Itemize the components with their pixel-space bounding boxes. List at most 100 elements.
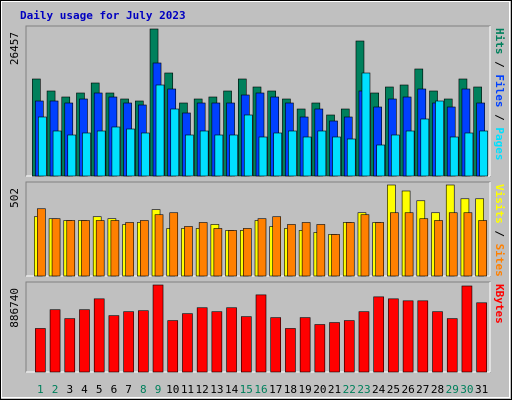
legend-entry: Pages (493, 127, 506, 160)
bar (64, 318, 76, 373)
x-tick-label: 26 (401, 383, 414, 396)
bar (214, 134, 224, 177)
bar (170, 108, 180, 177)
legend-entry: Visits (493, 184, 506, 224)
bar (345, 222, 355, 277)
bar (405, 130, 415, 177)
x-tick-label: 2 (52, 383, 59, 396)
bar (211, 311, 223, 373)
bar (258, 136, 268, 177)
x-tick-label: 18 (284, 383, 297, 396)
bar (185, 134, 194, 177)
x-tick-label: 3 (66, 383, 73, 396)
legend-separator: / (493, 224, 506, 244)
bar (138, 310, 149, 373)
legend-separator: / (493, 108, 506, 128)
bar (111, 126, 121, 177)
bar (154, 214, 164, 277)
bar (125, 222, 134, 277)
bar (81, 220, 90, 277)
legend: Hits / Files / Pages (493, 28, 506, 161)
bar (243, 114, 253, 177)
bar (229, 134, 238, 177)
x-tick-label: 21 (328, 383, 341, 396)
legend-entry: KBytes (493, 284, 506, 324)
bar (449, 136, 459, 177)
bar (257, 218, 267, 277)
x-tick-label: 17 (269, 383, 282, 396)
x-tick-label: 4 (81, 383, 88, 396)
bar (123, 311, 134, 373)
x-tick-label: 8 (140, 383, 147, 396)
legend: Visits / Sites (493, 184, 506, 277)
bar (358, 311, 370, 373)
bar (461, 285, 473, 373)
bar (152, 284, 164, 373)
bar (376, 144, 385, 177)
bar (434, 220, 443, 277)
x-tick-label: 25 (387, 383, 400, 396)
bar (67, 134, 77, 177)
bar (184, 226, 193, 277)
bar (255, 294, 267, 373)
x-tick-label: 11 (181, 383, 194, 396)
legend-entry: Sites (493, 244, 506, 277)
bar (331, 234, 340, 277)
bar (182, 313, 193, 373)
x-tick-label: 13 (210, 383, 223, 396)
bar (390, 212, 399, 277)
x-tick-label: 20 (313, 383, 326, 396)
bar (420, 118, 430, 177)
x-tick-label: 15 (240, 383, 253, 396)
bar (169, 212, 179, 277)
x-tick-label: 16 (254, 383, 267, 396)
bar (316, 224, 326, 277)
bar (199, 130, 209, 177)
bar (375, 222, 384, 277)
bar (285, 328, 296, 373)
bar (287, 224, 296, 277)
bar (360, 214, 370, 277)
bar (110, 220, 120, 277)
bar (141, 132, 150, 177)
x-tick-label: 14 (225, 383, 239, 396)
bar (288, 130, 297, 177)
x-tick-label: 9 (155, 383, 162, 396)
bar (391, 134, 400, 177)
x-tick-label: 31 (475, 383, 488, 396)
bar (38, 116, 47, 177)
x-tick-label: 12 (196, 383, 209, 396)
legend-entry: Files (493, 74, 506, 107)
bar (448, 212, 458, 277)
legend-separator: / (493, 55, 506, 75)
x-tick-label: 23 (357, 383, 370, 396)
bar (302, 136, 312, 177)
bar (228, 230, 237, 277)
bar (35, 328, 46, 373)
x-tick-label: 19 (299, 383, 312, 396)
bar (361, 72, 371, 177)
x-tick-label: 28 (431, 383, 444, 396)
y-tick-label: 502 (8, 188, 21, 208)
bar (464, 132, 474, 177)
bar (96, 130, 106, 177)
bar (49, 309, 61, 373)
bar (226, 307, 237, 373)
bar (79, 309, 90, 373)
bar (317, 130, 327, 177)
bar (463, 212, 473, 277)
bar (37, 208, 46, 277)
bar (346, 138, 356, 177)
bar (93, 298, 105, 373)
bar (476, 302, 487, 373)
bar (82, 132, 91, 177)
bar (52, 130, 62, 177)
x-tick-label: 22 (343, 383, 356, 396)
x-tick-label: 6 (111, 383, 118, 396)
bar (51, 218, 61, 277)
bar (272, 216, 282, 277)
bar (446, 318, 458, 373)
bar (432, 311, 443, 373)
